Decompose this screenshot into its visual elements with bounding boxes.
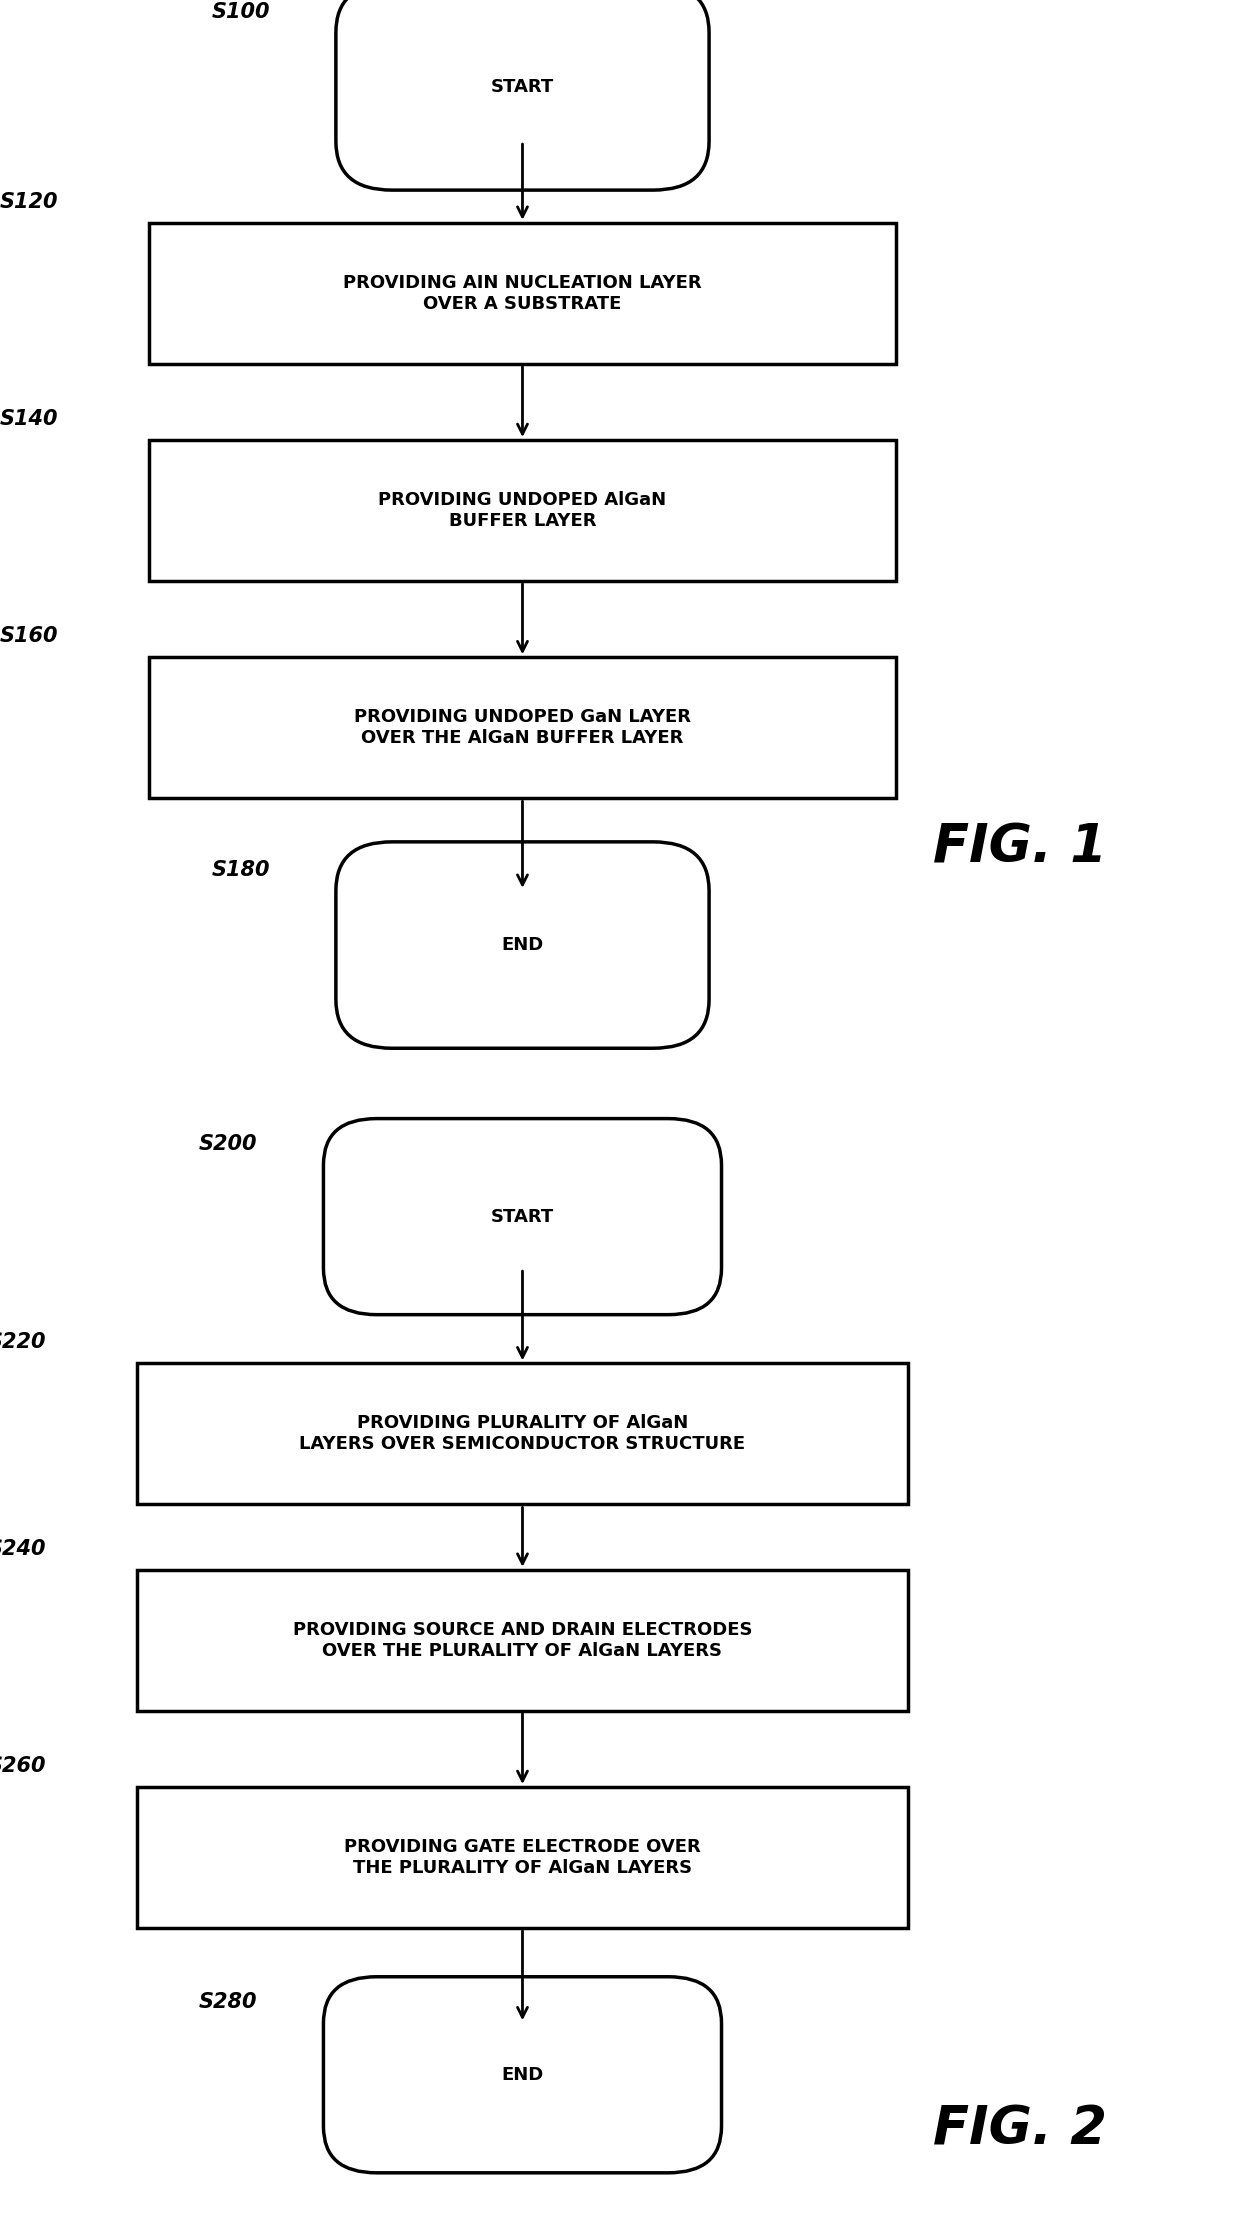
Text: START: START	[491, 78, 554, 95]
Text: END: END	[501, 935, 544, 955]
FancyBboxPatch shape	[149, 658, 896, 798]
Text: PROVIDING AIN NUCLEATION LAYER
OVER A SUBSTRATE: PROVIDING AIN NUCLEATION LAYER OVER A SU…	[343, 275, 702, 312]
Text: S140: S140	[0, 410, 58, 430]
Text: S160: S160	[0, 627, 58, 647]
Text: PROVIDING SOURCE AND DRAIN ELECTRODES
OVER THE PLURALITY OF AlGaN LAYERS: PROVIDING SOURCE AND DRAIN ELECTRODES OV…	[292, 1620, 753, 1660]
FancyBboxPatch shape	[137, 1786, 908, 1928]
Text: S180: S180	[211, 860, 270, 880]
Text: S280: S280	[199, 1992, 258, 2012]
Text: PROVIDING GATE ELECTRODE OVER
THE PLURALITY OF AlGaN LAYERS: PROVIDING GATE ELECTRODE OVER THE PLURAL…	[345, 1837, 700, 1877]
Text: END: END	[501, 2065, 544, 2083]
FancyBboxPatch shape	[137, 1363, 908, 1505]
Text: PROVIDING UNDOPED GaN LAYER
OVER THE AlGaN BUFFER LAYER: PROVIDING UNDOPED GaN LAYER OVER THE AlG…	[355, 709, 690, 747]
Text: PROVIDING PLURALITY OF AlGaN
LAYERS OVER SEMICONDUCTOR STRUCTURE: PROVIDING PLURALITY OF AlGaN LAYERS OVER…	[300, 1414, 745, 1454]
Text: START: START	[491, 1208, 554, 1225]
FancyBboxPatch shape	[336, 842, 709, 1048]
Text: S240: S240	[0, 1538, 46, 1558]
Text: FIG. 2: FIG. 2	[933, 2103, 1107, 2156]
Text: S120: S120	[0, 193, 58, 213]
Text: S260: S260	[0, 1755, 46, 1775]
FancyBboxPatch shape	[137, 1569, 908, 1711]
Text: S220: S220	[0, 1332, 46, 1352]
Text: S100: S100	[211, 2, 270, 22]
FancyBboxPatch shape	[336, 0, 709, 191]
FancyBboxPatch shape	[149, 441, 896, 581]
Text: S200: S200	[199, 1135, 258, 1155]
Text: FIG. 1: FIG. 1	[933, 822, 1107, 873]
Text: PROVIDING UNDOPED AlGaN
BUFFER LAYER: PROVIDING UNDOPED AlGaN BUFFER LAYER	[378, 492, 667, 530]
FancyBboxPatch shape	[323, 1977, 722, 2174]
FancyBboxPatch shape	[323, 1119, 722, 1314]
FancyBboxPatch shape	[149, 222, 896, 363]
